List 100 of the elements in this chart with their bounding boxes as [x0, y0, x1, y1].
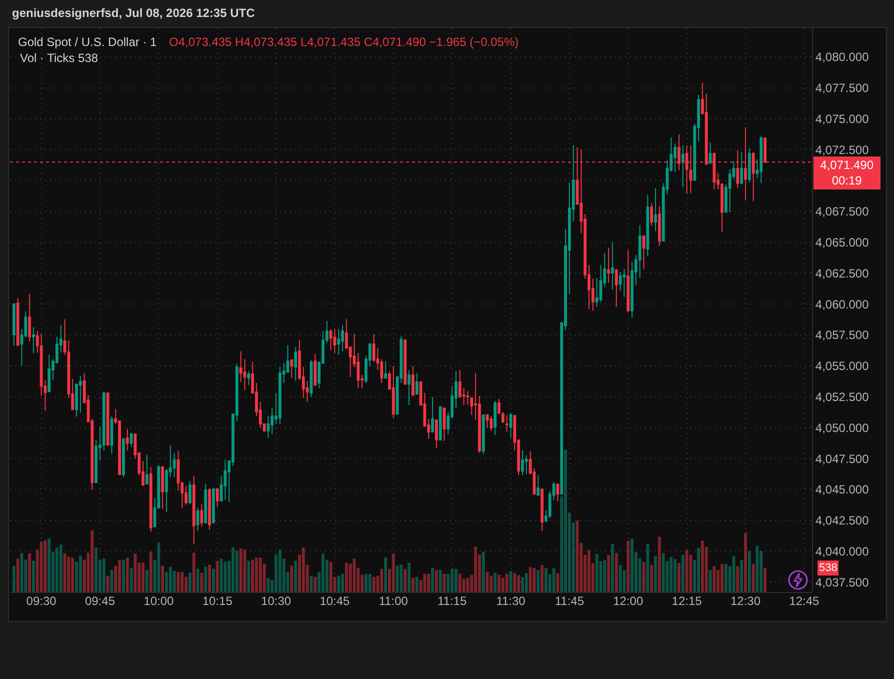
bar — [744, 532, 747, 592]
y-tick-label: 4,075.000 — [815, 112, 870, 126]
bar — [172, 570, 176, 592]
candlestick — [626, 250, 630, 312]
candlestick — [622, 268, 626, 298]
bar — [720, 564, 724, 592]
candlestick — [442, 408, 446, 442]
bar — [528, 567, 532, 592]
bar — [71, 558, 74, 592]
bar — [364, 574, 368, 592]
bar — [59, 544, 62, 592]
bar — [392, 554, 395, 592]
candlestick — [12, 302, 16, 346]
candlestick — [110, 416, 114, 454]
x-tick-label: 10:15 — [202, 594, 233, 608]
x-tick-label: 10:45 — [320, 594, 350, 608]
bar — [278, 550, 282, 592]
bar — [208, 564, 211, 592]
bar — [626, 540, 630, 592]
bar — [134, 554, 137, 592]
candlestick — [681, 144, 684, 188]
candlestick — [208, 487, 211, 530]
bar — [712, 566, 716, 592]
bar — [505, 574, 508, 592]
bar — [595, 554, 598, 592]
candlestick — [404, 338, 407, 385]
bar — [192, 552, 196, 592]
bar — [494, 572, 497, 592]
x-tick-label: 09:45 — [84, 594, 116, 608]
y-tick-label: 4,072.500 — [815, 142, 870, 157]
bar — [618, 565, 622, 592]
candlestick — [438, 405, 442, 440]
bar — [372, 576, 376, 592]
bar — [16, 558, 20, 592]
bar — [540, 565, 544, 592]
candlestick — [126, 428, 129, 452]
candlestick — [290, 358, 294, 379]
bar — [161, 566, 164, 592]
candlestick — [341, 324, 344, 352]
bar — [544, 568, 548, 592]
candlestick — [278, 366, 282, 424]
bar — [157, 542, 160, 592]
bar — [239, 548, 242, 592]
bar — [752, 564, 755, 592]
bar — [458, 574, 462, 592]
x-tick-label: 12:00 — [613, 594, 644, 608]
bar — [482, 552, 485, 592]
bar — [122, 560, 125, 592]
x-tick-label: 10:30 — [261, 594, 292, 608]
bar — [748, 550, 751, 592]
candlestick — [646, 194, 650, 256]
candlestick — [486, 413, 489, 428]
candlestick — [556, 484, 560, 502]
candlestick — [498, 398, 500, 414]
bar — [384, 558, 388, 592]
bar — [450, 568, 454, 592]
x-tick-label: 11:30 — [496, 594, 526, 608]
y-tick-label: 4,062.500 — [815, 266, 870, 280]
candlestick — [466, 390, 470, 406]
candlestick — [607, 248, 610, 284]
bar — [736, 566, 740, 592]
candlestick — [748, 148, 751, 183]
y-tick-label: 4,055.000 — [815, 359, 870, 374]
bar — [423, 574, 426, 592]
y-tick-label: 4,065.000 — [815, 236, 870, 250]
bar — [404, 568, 407, 592]
bar — [396, 566, 399, 592]
bar — [607, 554, 610, 592]
bar — [314, 576, 317, 592]
candlestick — [740, 152, 744, 185]
candlestick — [333, 328, 336, 354]
bar — [724, 564, 728, 592]
candlestick — [540, 488, 544, 532]
bar — [40, 541, 43, 592]
bar — [556, 573, 560, 592]
bar — [94, 548, 98, 592]
bar — [517, 575, 520, 592]
bar — [681, 554, 684, 592]
candlestick — [212, 488, 215, 524]
bar — [329, 562, 332, 592]
bar — [78, 556, 82, 592]
annotation: O4,073.435 H4,073.435 L4,071.435 C4,071.490 −1.965 (−0.05%) — [169, 35, 519, 49]
candlestick — [188, 480, 192, 504]
candlestick — [650, 202, 654, 227]
y-tick-label: 4,080.000 — [815, 50, 870, 64]
y-tick-label: 4,057.500 — [815, 328, 870, 342]
candlestick — [431, 396, 434, 432]
candlestick — [200, 503, 204, 528]
bar — [302, 548, 305, 592]
x-tick-label: 12:45 — [789, 594, 820, 608]
bar — [55, 548, 58, 592]
candlestick — [247, 370, 250, 386]
bar — [168, 566, 172, 592]
bar — [102, 558, 106, 592]
bar — [212, 568, 215, 592]
bar — [266, 578, 270, 592]
bar — [247, 560, 250, 592]
candlestick — [654, 188, 657, 232]
bar — [434, 570, 438, 592]
candlestick — [337, 328, 340, 356]
